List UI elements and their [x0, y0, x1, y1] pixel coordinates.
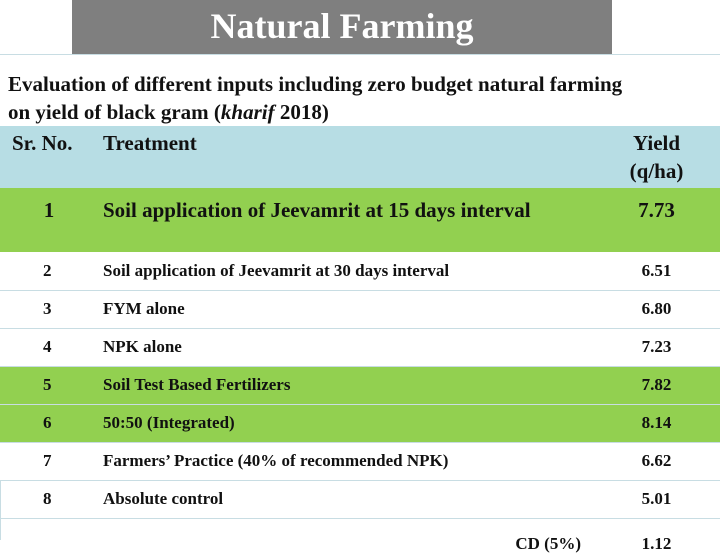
row-yield: 8.14 — [593, 404, 720, 443]
row-treatment: Soil application of Jeevamrit at 15 days… — [103, 198, 531, 222]
row-treatment: 50:50 (Integrated) — [98, 404, 593, 443]
table-row: 5 Soil Test Based Fertilizers 7.82 — [0, 366, 720, 405]
table-caption: Evaluation of different inputs including… — [0, 54, 720, 126]
row-treatment: Soil application of Jeevamrit at 30 days… — [98, 252, 593, 291]
caption-line-2: on yield of black gram (kharif 2018) — [8, 98, 720, 126]
row-sr-no: 1 — [43, 198, 55, 222]
header-treatment: Treatment — [103, 131, 197, 155]
row-treatment: FYM alone — [98, 290, 593, 329]
caption-line-2-pre: on yield of black gram ( — [8, 100, 221, 124]
row-yield: 7.23 — [593, 328, 720, 367]
row-sr-no: 4 — [0, 328, 98, 367]
table-header-row: Sr. No. Treatment Yield (q/ha) — [0, 126, 720, 188]
caption-line-2-post: 2018) — [274, 100, 329, 124]
slide-title: Natural Farming — [72, 0, 612, 54]
table-row: 2 Soil application of Jeevamrit at 30 da… — [0, 252, 720, 291]
header-yield: Yield (q/ha) — [593, 126, 720, 188]
cd-label: CD (5%) — [515, 534, 581, 553]
cd-value: 1.12 — [641, 534, 672, 553]
row-treatment: NPK alone — [98, 328, 593, 367]
row-treatment: Absolute control — [98, 480, 593, 519]
table-row: 1 Soil application of Jeevamrit at 15 da… — [0, 188, 720, 252]
row-sr-no: 7 — [0, 442, 98, 481]
row-sr-no: 8 — [0, 480, 98, 519]
row-sr-no: 2 — [0, 252, 98, 291]
row-yield: 6.80 — [593, 290, 720, 329]
row-yield: 6.62 — [593, 442, 720, 481]
table-row: 7 Farmers’ Practice (40% of recommended … — [0, 442, 720, 481]
caption-line-1: Evaluation of different inputs including… — [8, 72, 623, 96]
row-sr-no: 6 — [0, 404, 98, 443]
row-yield: 7.82 — [593, 366, 720, 405]
table-row: 4 NPK alone 7.23 — [0, 328, 720, 367]
row-sr-no: 3 — [0, 290, 98, 329]
row-sr-no: 5 — [0, 366, 98, 405]
table-row: 3 FYM alone 6.80 — [0, 290, 720, 329]
header-sr-no: Sr. No. — [12, 131, 73, 155]
table-left-border — [0, 480, 1, 540]
table-row: 6 50:50 (Integrated) 8.14 — [0, 404, 720, 443]
caption-season: kharif — [220, 100, 275, 124]
header-yield-label: Yield — [632, 131, 681, 155]
row-treatment: Soil Test Based Fertilizers — [98, 366, 593, 405]
yield-table: Sr. No. Treatment Yield (q/ha) 1 Soil ap… — [0, 126, 720, 554]
table-row: 8 Absolute control 5.01 — [0, 480, 720, 519]
row-yield: 7.73 — [638, 198, 675, 222]
row-yield: 6.51 — [593, 252, 720, 291]
header-yield-unit: (q/ha) — [629, 159, 684, 183]
cd-empty-cell — [0, 518, 98, 554]
cd-row: CD (5%) 1.12 — [0, 518, 720, 554]
row-treatment: Farmers’ Practice (40% of recommended NP… — [98, 442, 593, 481]
row-yield: 5.01 — [593, 480, 720, 519]
